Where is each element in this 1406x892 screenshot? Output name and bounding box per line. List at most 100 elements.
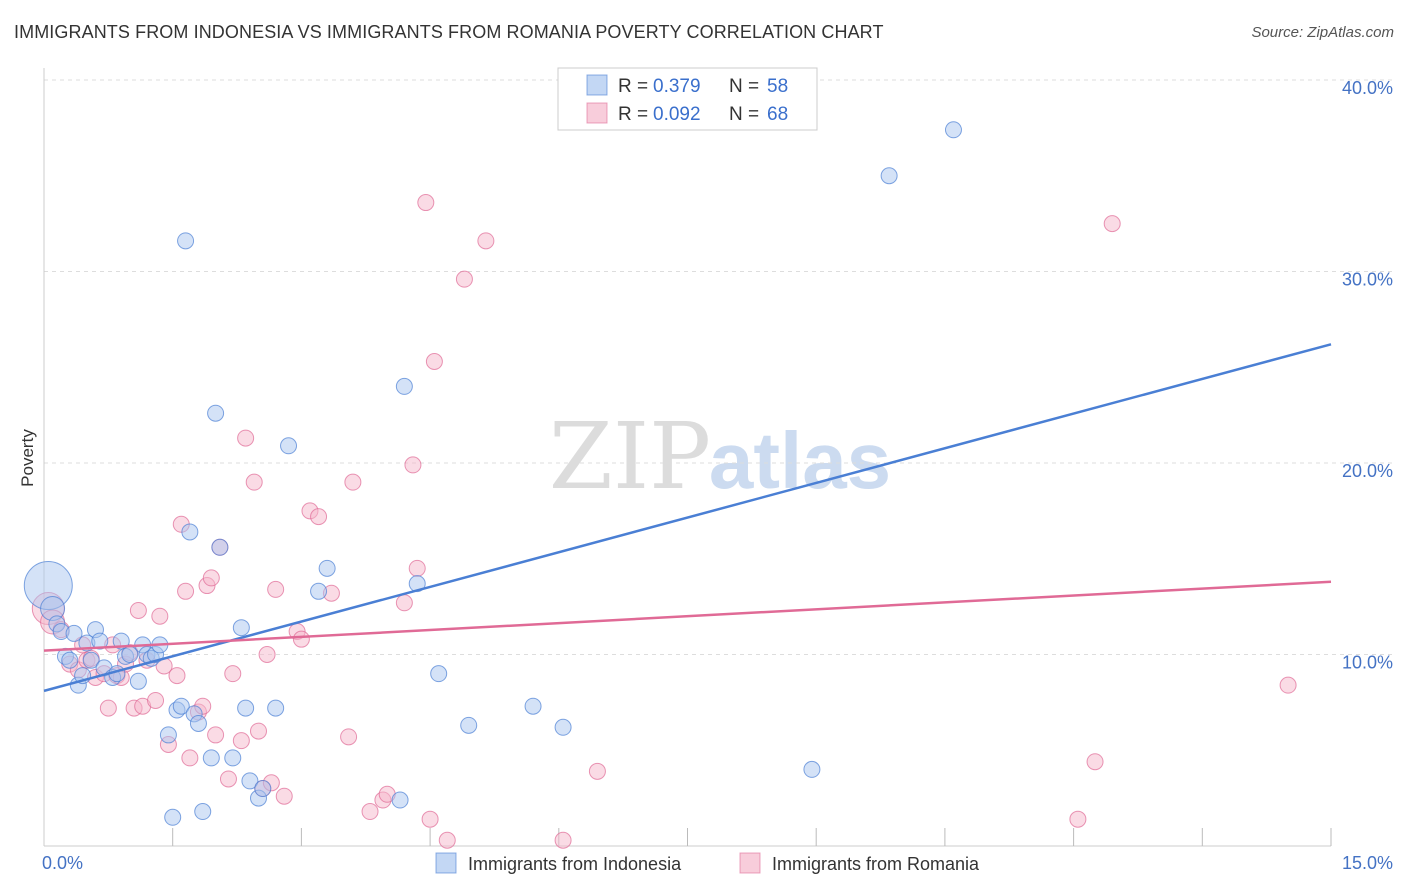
data-point — [1103, 215, 1121, 233]
data-point — [207, 726, 225, 744]
y-axis-title: Poverty — [18, 429, 37, 487]
data-point — [245, 473, 263, 491]
data-point — [438, 831, 456, 849]
data-point — [254, 780, 272, 798]
data-point — [65, 624, 83, 642]
data-point — [159, 726, 177, 744]
data-point — [267, 699, 285, 717]
legend-swatch — [586, 102, 608, 124]
data-point — [588, 762, 606, 780]
data-point — [168, 667, 186, 685]
x-tick-label: 15.0% — [1342, 853, 1393, 873]
data-point — [280, 437, 298, 455]
legend-n-value: 68 — [767, 104, 788, 125]
data-point — [177, 232, 195, 250]
legend-r-label: R = — [618, 104, 648, 125]
data-point — [880, 167, 898, 185]
data-point — [91, 632, 109, 650]
data-point — [1086, 753, 1104, 771]
data-point — [1279, 676, 1297, 694]
data-point — [554, 831, 572, 849]
data-point — [99, 699, 117, 717]
data-point — [417, 194, 435, 212]
data-point — [421, 810, 439, 828]
data-point — [391, 791, 409, 809]
data-point — [318, 559, 336, 577]
data-point — [61, 651, 79, 669]
source-label: Source: ZipAtlas.com — [1251, 24, 1394, 41]
data-point — [129, 601, 147, 619]
y-tick-label: 20.0% — [1342, 461, 1393, 481]
data-point — [310, 508, 328, 526]
data-point — [172, 697, 190, 715]
trend-line — [43, 580, 1332, 652]
zipatlas-watermark: ZIP atlas — [549, 403, 891, 510]
bottom-legend-label: Immigrants from Indonesia — [468, 854, 682, 874]
watermark-atlas: atlas — [709, 416, 891, 505]
data-point — [292, 630, 310, 648]
bottom-legend: Immigrants from Indonesia Immigrants from… — [435, 852, 980, 874]
data-point — [202, 569, 220, 587]
trend-lines — [43, 343, 1332, 693]
trend-line — [43, 343, 1332, 693]
data-point — [395, 377, 413, 395]
data-point — [1069, 810, 1087, 828]
watermark-zip: ZIP — [549, 403, 711, 510]
data-point — [237, 699, 255, 717]
data-point — [460, 716, 478, 734]
data-point — [344, 473, 362, 491]
data-point — [275, 787, 293, 805]
data-point — [129, 672, 147, 690]
data-point — [258, 646, 276, 663]
data-point — [82, 651, 100, 669]
data-point — [477, 232, 495, 250]
data-point — [237, 429, 255, 447]
legend-r-value: 0.092 — [653, 104, 701, 125]
data-point — [232, 619, 250, 637]
data-point — [430, 665, 448, 683]
data-point — [194, 803, 212, 821]
legend-n-value: 58 — [767, 76, 788, 97]
data-point — [164, 808, 182, 826]
data-point — [455, 270, 473, 288]
data-point — [151, 607, 169, 625]
data-point — [944, 121, 962, 139]
gridlines — [44, 79, 1392, 655]
data-point — [267, 580, 285, 598]
data-point — [425, 353, 443, 371]
data-point — [211, 538, 229, 556]
data-point — [202, 749, 220, 767]
data-point — [404, 456, 422, 474]
x-tick-label: 0.0% — [42, 853, 83, 873]
bottom-legend-swatch — [739, 852, 761, 874]
data-point — [189, 714, 207, 732]
legend-n-label: N = — [729, 104, 759, 125]
data-point — [395, 594, 413, 612]
data-point — [408, 559, 426, 577]
data-point — [250, 722, 267, 740]
data-point — [554, 718, 572, 736]
legend-n-label: N = — [729, 76, 759, 97]
bottom-legend-label: Immigrants from Romania — [772, 854, 980, 874]
y-tick-label: 30.0% — [1342, 270, 1393, 290]
data-point — [361, 803, 379, 821]
data-point — [803, 760, 821, 778]
x-axis-ticks: 0.0% 15.0% — [42, 853, 1393, 873]
legend-swatch — [586, 74, 608, 96]
chart-title: IMMIGRANTS FROM INDONESIA VS IMMIGRANTS … — [14, 22, 884, 42]
bottom-legend-swatch — [435, 852, 457, 874]
y-tick-label: 10.0% — [1342, 653, 1393, 673]
data-point — [219, 770, 237, 788]
data-point — [310, 582, 328, 600]
data-point — [181, 749, 199, 767]
data-point — [232, 732, 250, 750]
legend-r-value: 0.379 — [653, 76, 701, 97]
data-point — [241, 772, 259, 790]
y-tick-label: 40.0% — [1342, 78, 1393, 98]
y-axis-ticks: 10.0% 20.0% 30.0% 40.0% — [1342, 78, 1393, 673]
data-point — [147, 691, 165, 709]
data-point — [224, 665, 242, 683]
data-point — [207, 404, 225, 422]
data-point — [524, 697, 542, 715]
